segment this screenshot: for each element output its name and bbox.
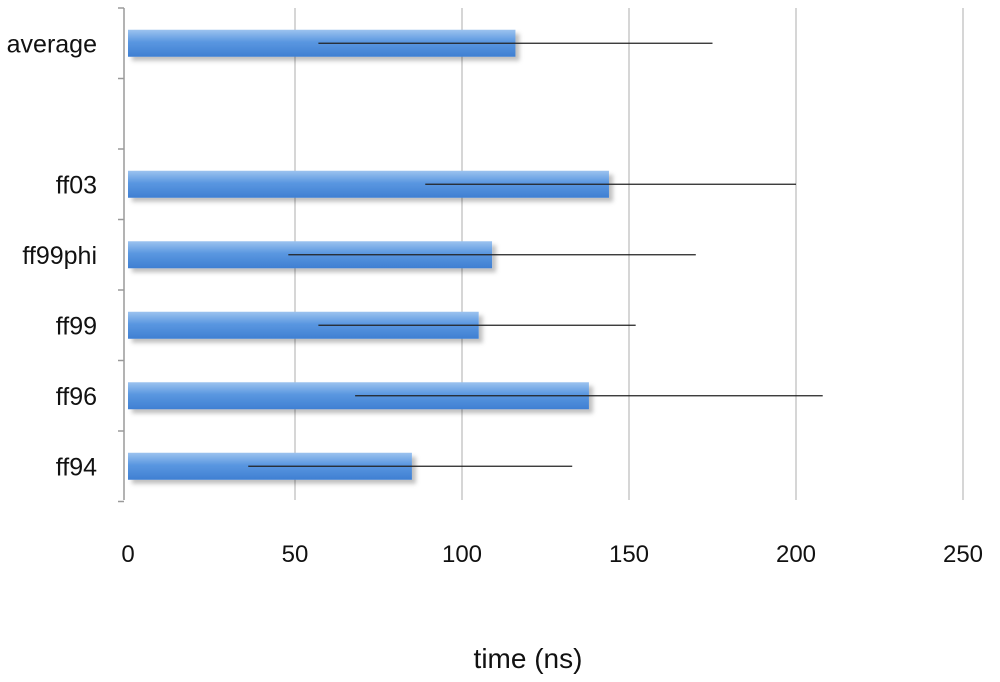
category-label-average: average bbox=[7, 30, 97, 58]
grid-lines bbox=[294, 8, 964, 500]
x-tick-label-100: 100 bbox=[442, 541, 482, 568]
x-tick-label-0: 0 bbox=[121, 541, 134, 568]
labels: 0 50 100 150 200 250 average ff03 ff99phi ff99 ff9… bbox=[7, 30, 983, 568]
x-tick-label-50: 50 bbox=[282, 541, 309, 568]
category-label-ff03: ff03 bbox=[56, 171, 97, 199]
category-label-ff94: ff94 bbox=[56, 453, 97, 481]
category-label-ff99: ff99 bbox=[56, 312, 97, 340]
x-tick-label-250: 250 bbox=[943, 541, 983, 568]
x-tick-label-200: 200 bbox=[776, 541, 816, 568]
error-bars bbox=[248, 42, 823, 467]
axes bbox=[118, 7, 125, 503]
category-label-ff99phi: ff99phi bbox=[22, 242, 97, 270]
x-axis-title: time (ns) bbox=[474, 643, 583, 674]
x-tick-label-150: 150 bbox=[609, 541, 649, 568]
category-label-ff96: ff96 bbox=[56, 383, 97, 411]
